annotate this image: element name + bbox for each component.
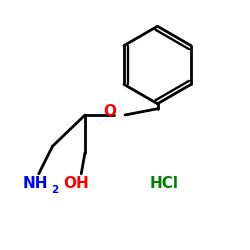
Text: HCl: HCl bbox=[149, 176, 178, 191]
Text: NH: NH bbox=[22, 176, 48, 191]
Text: 2: 2 bbox=[51, 185, 59, 195]
Text: O: O bbox=[104, 104, 117, 120]
Text: OH: OH bbox=[64, 176, 89, 191]
